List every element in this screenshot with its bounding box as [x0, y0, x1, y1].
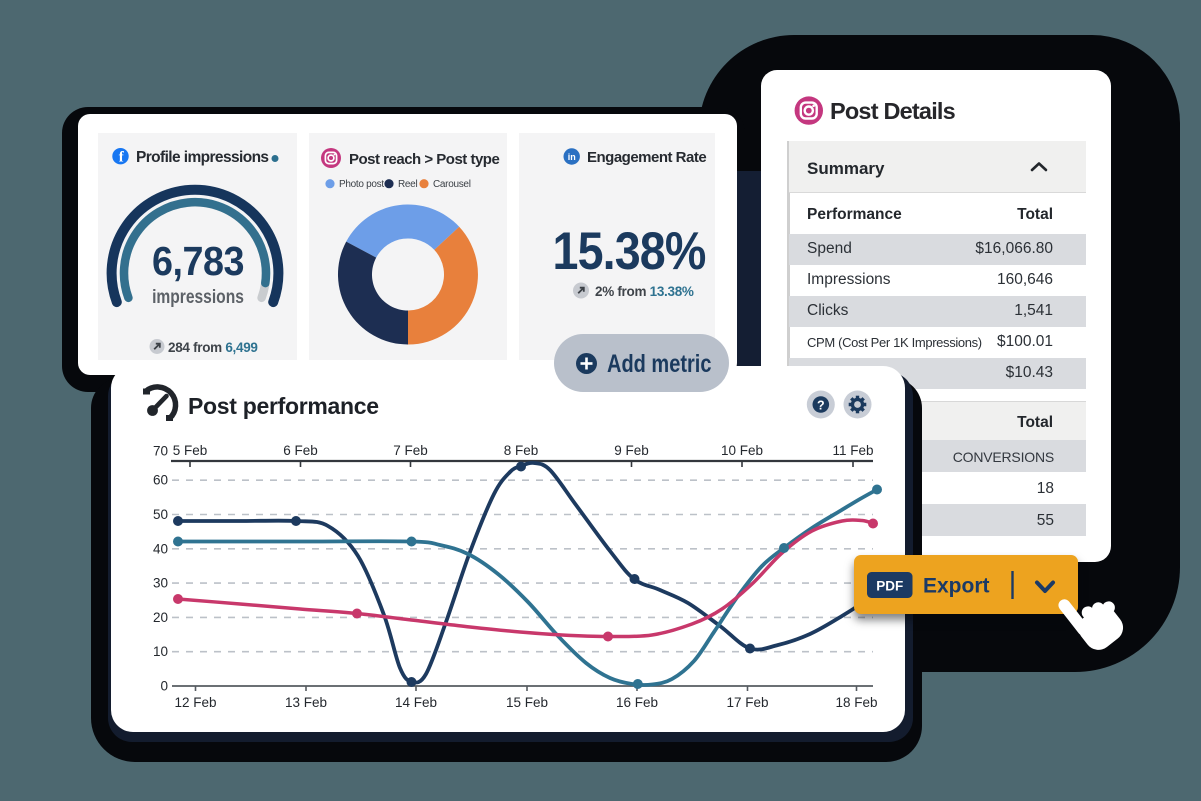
svg-text:5 Feb: 5 Feb: [173, 443, 208, 458]
svg-text:0: 0: [160, 679, 168, 694]
svg-text:40: 40: [153, 541, 168, 556]
svg-text:15 Feb: 15 Feb: [506, 695, 548, 710]
svg-text:impressions: impressions: [152, 285, 244, 307]
svg-text:70: 70: [153, 444, 168, 459]
svg-text:7 Feb: 7 Feb: [393, 443, 428, 458]
svg-text:f: f: [119, 149, 125, 165]
svg-text:16 Feb: 16 Feb: [616, 695, 658, 710]
svg-text:in: in: [568, 152, 576, 162]
svg-text:8 Feb: 8 Feb: [504, 443, 539, 458]
svg-text:11 Feb: 11 Feb: [832, 443, 873, 458]
svg-text:13 Feb: 13 Feb: [285, 695, 327, 710]
svg-text:17 Feb: 17 Feb: [726, 695, 768, 710]
svg-text:?: ?: [817, 398, 825, 412]
svg-text:10 Feb: 10 Feb: [721, 443, 763, 458]
svg-text:60: 60: [153, 473, 168, 488]
svg-text:12 Feb: 12 Feb: [174, 695, 216, 710]
svg-text:18 Feb: 18 Feb: [835, 695, 877, 710]
svg-text:14 Feb: 14 Feb: [395, 695, 437, 710]
svg-text:9 Feb: 9 Feb: [614, 443, 649, 458]
svg-text:Export: Export: [923, 575, 990, 598]
svg-text:10: 10: [153, 644, 168, 659]
svg-text:30: 30: [153, 576, 168, 591]
svg-text:50: 50: [153, 507, 168, 522]
svg-text:20: 20: [153, 610, 168, 625]
svg-text:6 Feb: 6 Feb: [283, 443, 318, 458]
svg-text:Post performance: Post performance: [188, 393, 379, 419]
svg-text:PDF: PDF: [876, 579, 903, 594]
svg-text:6,783: 6,783: [152, 239, 244, 285]
